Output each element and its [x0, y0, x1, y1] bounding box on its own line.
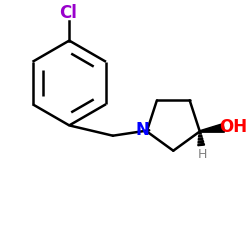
Polygon shape	[198, 144, 204, 146]
Polygon shape	[199, 132, 202, 134]
Polygon shape	[198, 138, 203, 140]
Polygon shape	[198, 135, 202, 137]
Text: Cl: Cl	[59, 4, 77, 22]
Text: OH: OH	[219, 118, 247, 136]
Polygon shape	[200, 124, 224, 132]
Polygon shape	[198, 141, 204, 143]
Text: H: H	[198, 148, 207, 161]
Text: N: N	[136, 120, 150, 138]
